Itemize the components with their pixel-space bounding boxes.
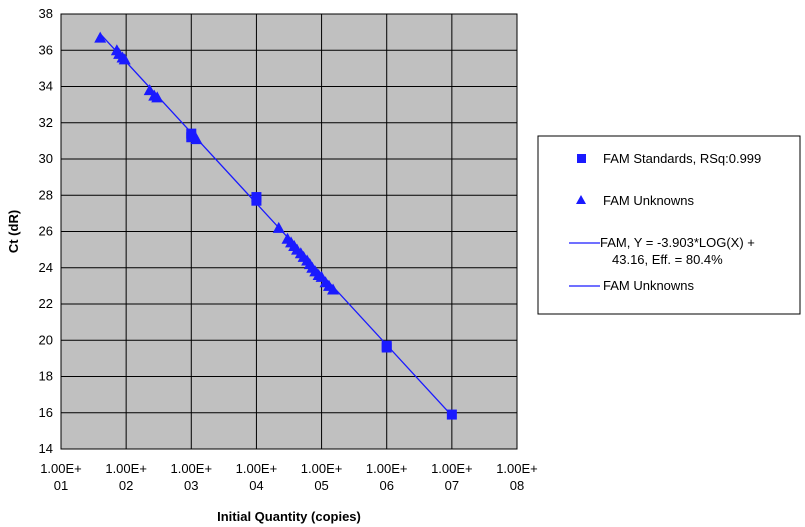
legend: FAM Standards, RSq:0.999 FAM Unknowns FA…: [537, 135, 801, 315]
unknown-point: [118, 53, 131, 65]
x-tick-label: 1.00E+: [170, 461, 212, 476]
legend-box: [537, 135, 801, 315]
legend-label-fit-line2: 43.16, Eff. = 80.4%: [612, 252, 723, 267]
x-tick-label-exponent: 07: [445, 478, 459, 493]
legend-label-unknowns-line: FAM Unknowns: [603, 278, 695, 293]
x-tick-label-exponent: 01: [54, 478, 68, 493]
x-tick-label-exponent: 04: [249, 478, 263, 493]
legend-marker-square: [577, 154, 586, 163]
grid: [60, 13, 518, 450]
y-tick-label: 26: [39, 224, 53, 239]
standard-point: [251, 195, 262, 206]
y-axis-label: Ct (dR): [6, 210, 21, 253]
y-tick-label: 36: [39, 42, 53, 57]
x-tick-label: 1.00E+: [40, 461, 82, 476]
x-tick-label: 1.00E+: [105, 461, 147, 476]
x-tick-label-exponent: 02: [119, 478, 133, 493]
x-tick-label: 1.00E+: [236, 461, 278, 476]
legend-marker-triangle: [576, 195, 586, 204]
y-tick-label: 28: [39, 187, 53, 202]
x-tick-label-exponent: 06: [379, 478, 393, 493]
unknown-point: [143, 84, 156, 96]
plot-border: [60, 13, 518, 450]
x-tick-labels: 1.00E+ 01 1.00E+ 02 1.00E+ 03 1.00E+ 04 1.00E+ 05…: [40, 461, 538, 493]
legend-label-standards: FAM Standards, RSq:0.999: [603, 151, 761, 166]
unknown-point: [272, 221, 285, 233]
y-tick-label: 18: [39, 369, 53, 384]
x-tick-label: 1.00E+: [366, 461, 408, 476]
y-tick-label: 16: [39, 405, 53, 420]
unknown-point: [94, 31, 107, 43]
legend-label-unknowns: FAM Unknowns: [603, 193, 695, 208]
y-tick-label: 32: [39, 115, 53, 130]
x-axis-label: Initial Quantity (copies): [217, 509, 361, 524]
points-group: [94, 31, 457, 420]
y-tick-label: 14: [39, 441, 53, 456]
x-tick-label: 1.00E+: [431, 461, 473, 476]
unknown-point: [327, 283, 340, 295]
y-tick-label: 30: [39, 151, 53, 166]
x-tick-label-exponent: 03: [184, 478, 198, 493]
y-tick-label: 38: [39, 6, 53, 21]
y-tick-label: 22: [39, 296, 53, 311]
y-tick-label: 20: [39, 332, 53, 347]
y-tick-labels: 14 16 18 20 22 24 26 28 30 32 34 36 38: [39, 6, 53, 456]
standard-point: [381, 342, 392, 353]
x-tick-label: 1.00E+: [496, 461, 538, 476]
y-tick-label: 24: [39, 260, 53, 275]
y-tick-label: 34: [39, 79, 53, 94]
standard-point: [186, 132, 197, 143]
x-tick-label-exponent: 08: [510, 478, 524, 493]
unknown-point: [190, 133, 203, 145]
unknown-point: [151, 91, 164, 103]
standard-point: [446, 409, 457, 420]
legend-label-fit-line1: FAM, Y = -3.903*LOG(X) +: [600, 235, 755, 250]
x-tick-label-exponent: 05: [314, 478, 328, 493]
x-tick-label: 1.00E+: [301, 461, 343, 476]
